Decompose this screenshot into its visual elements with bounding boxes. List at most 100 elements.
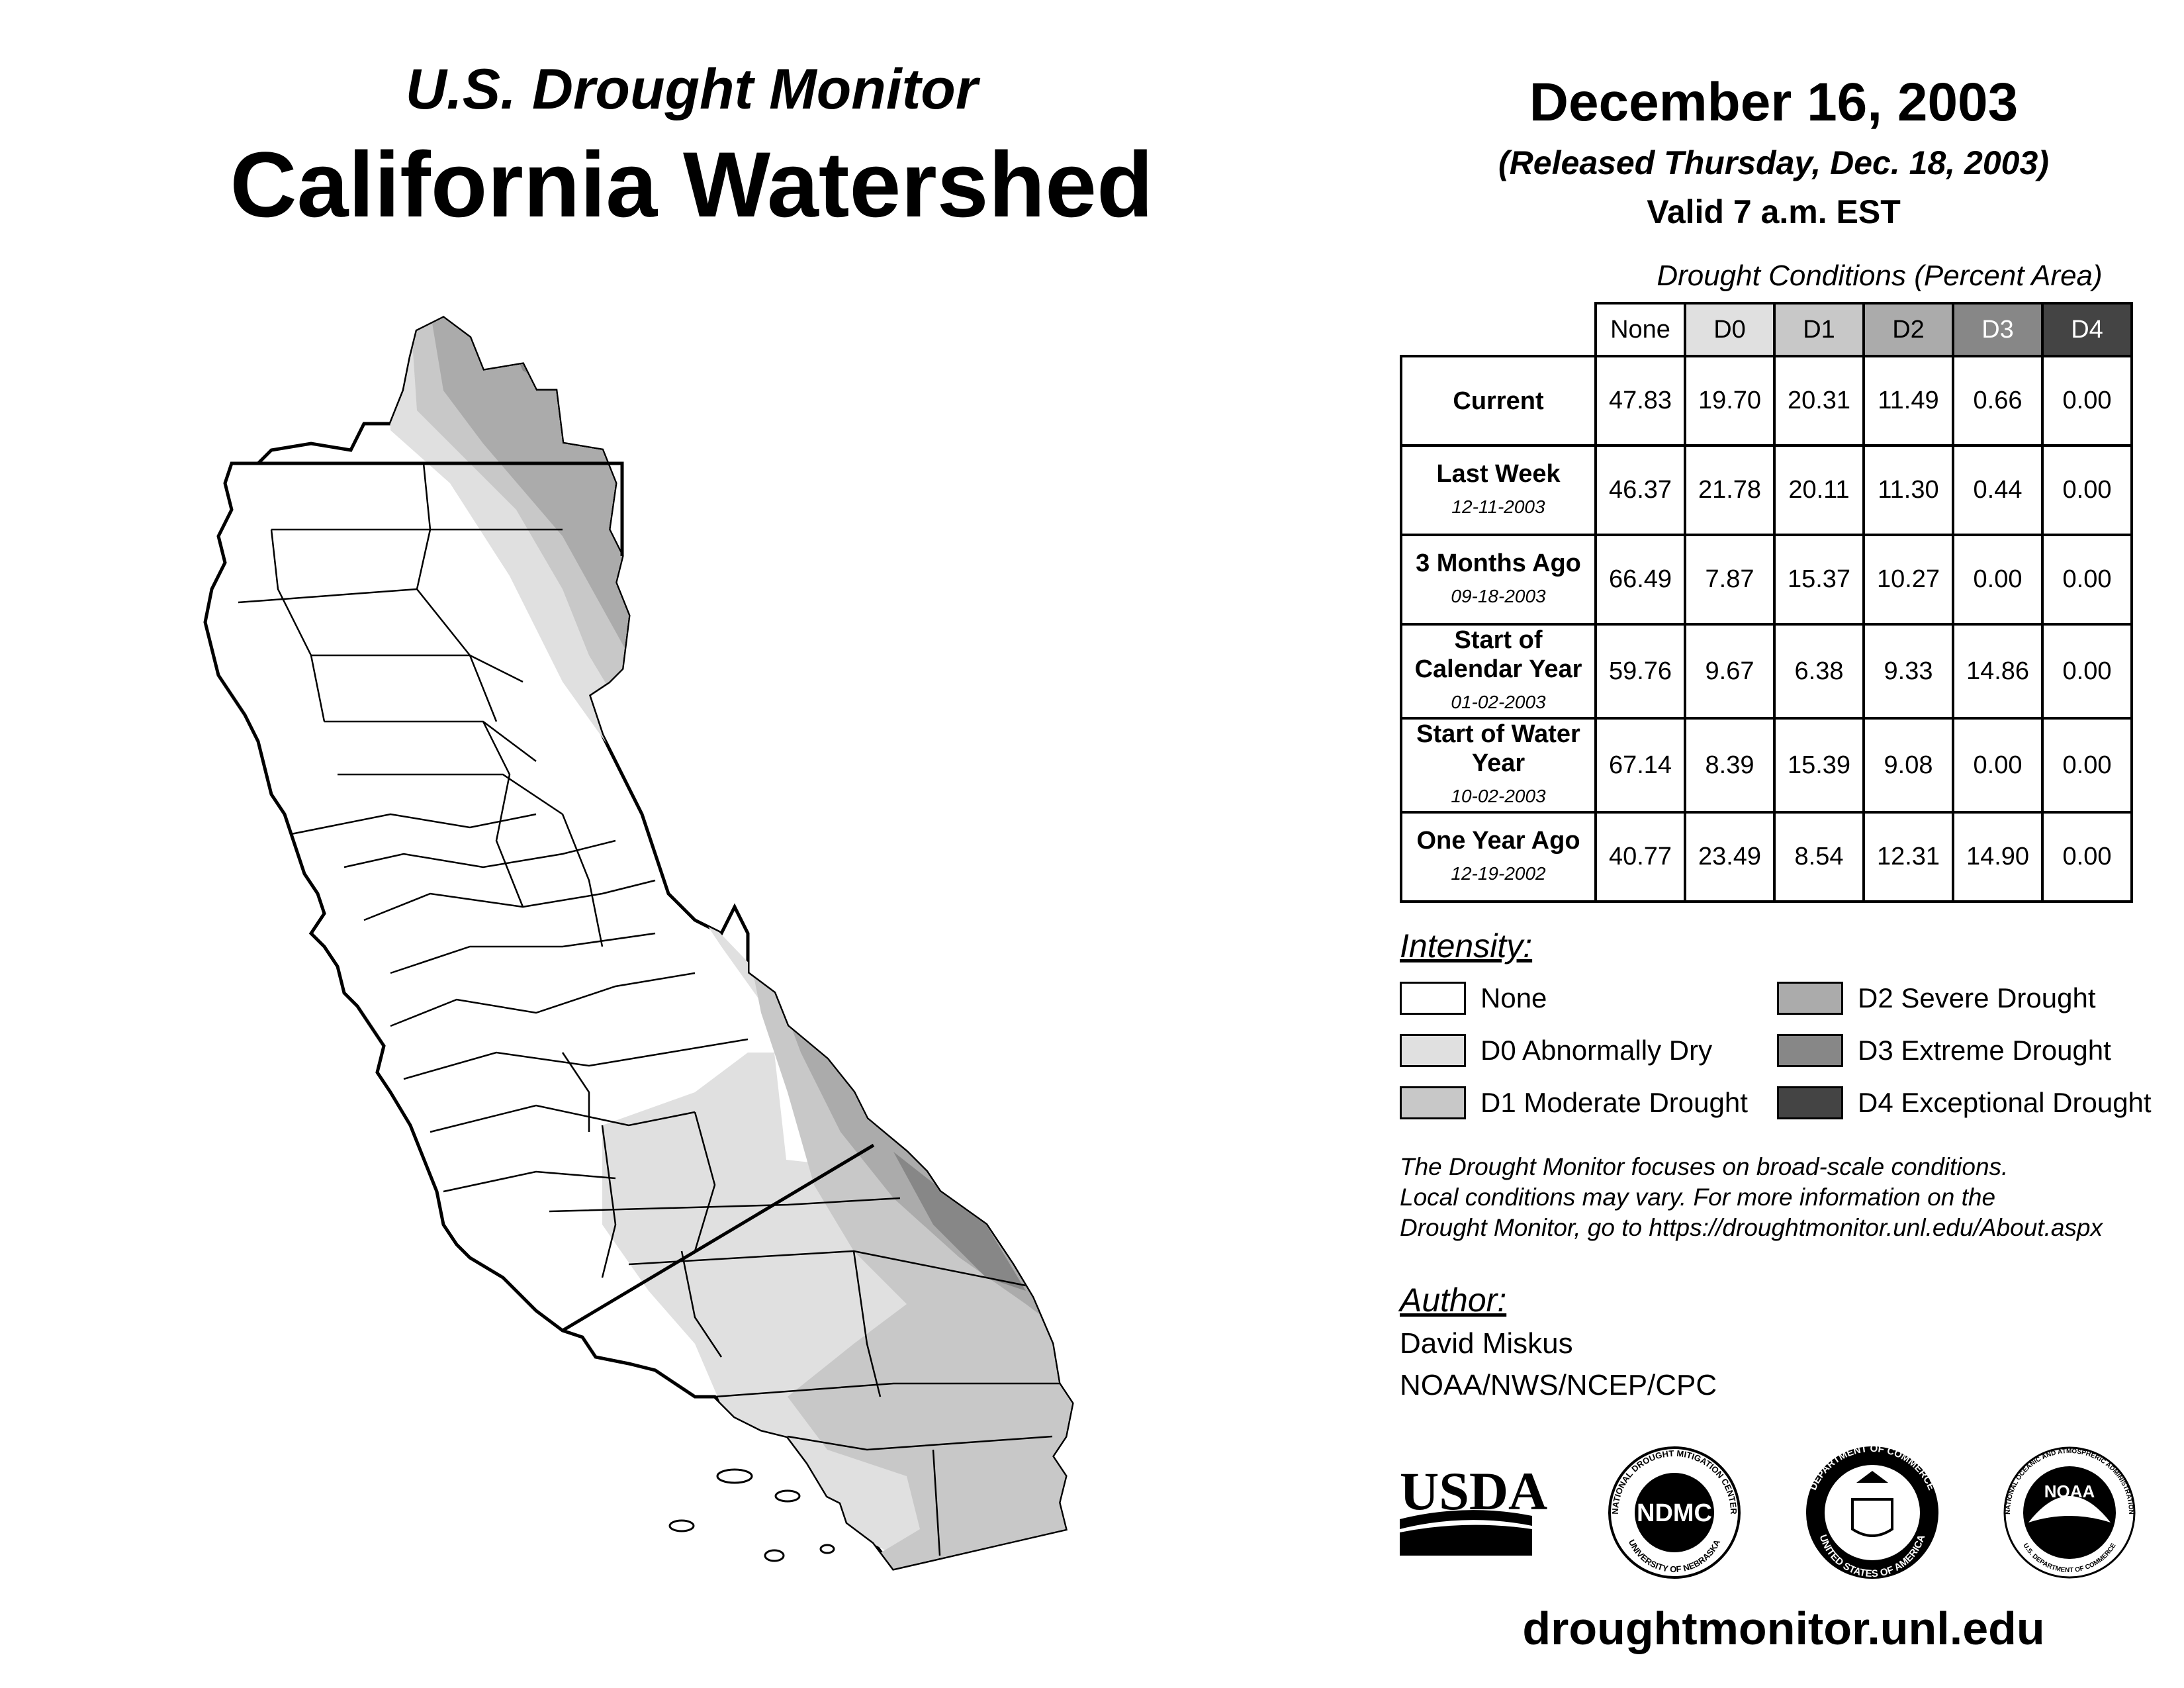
col-header-d3: D3 xyxy=(1952,302,2044,357)
row-name: Start of Calendar Year xyxy=(1414,626,1582,683)
row-name: Current xyxy=(1453,387,1544,415)
noaa-logo: NOAA NATIONAL OCEANIC AND ATMOSPHERIC AD… xyxy=(2003,1446,2136,1579)
channel-island xyxy=(668,1519,695,1532)
legend-swatch xyxy=(1400,1086,1466,1119)
map-date: December 16, 2003 xyxy=(1529,72,2019,132)
disclaimer-note: The Drought Monitor focuses on broad-sca… xyxy=(1400,1152,2181,1243)
legend-swatch xyxy=(1400,1034,1466,1067)
cell-d2: 11.49 xyxy=(1862,355,1954,447)
author-name: David Miskus xyxy=(1400,1327,1573,1360)
col-header-d0: D0 xyxy=(1684,302,1776,357)
row-date: 12-19-2002 xyxy=(1451,863,1546,884)
cell-d2: 9.08 xyxy=(1862,717,1954,814)
cell-none: 66.49 xyxy=(1594,534,1686,626)
row-label: Last Week 12-11-2003 xyxy=(1400,444,1597,536)
cell-d2: 12.31 xyxy=(1862,811,1954,903)
table-header-row: None D0 D1 D2 D3 D4 xyxy=(1401,302,2133,357)
channel-island xyxy=(716,1468,753,1484)
cell-d4: 0.00 xyxy=(2041,444,2133,536)
cell-d4: 0.00 xyxy=(2041,623,2133,720)
cell-d4: 0.00 xyxy=(2041,534,2133,626)
table-row: Last Week 12-11-2003 46.37 21.78 20.11 11… xyxy=(1400,444,2133,536)
legend-label: D0 Abnormally Dry xyxy=(1480,1035,1713,1066)
cell-d3: 14.86 xyxy=(1952,623,2044,720)
table-row: Start of Calendar Year 01-02-2003 59.76 9… xyxy=(1400,623,2133,720)
row-date: 09-18-2003 xyxy=(1451,585,1546,606)
row-date: 12-11-2003 xyxy=(1451,496,1545,517)
row-date: 01-02-2003 xyxy=(1451,692,1546,712)
channel-island xyxy=(774,1489,801,1503)
cell-d1: 15.39 xyxy=(1773,717,1865,814)
legend-title: Intensity: xyxy=(1400,927,1533,964)
cell-d3: 14.90 xyxy=(1952,811,2044,903)
cell-d0: 21.78 xyxy=(1684,444,1776,536)
cell-d1: 8.54 xyxy=(1773,811,1865,903)
note-line: The Drought Monitor focuses on broad-sca… xyxy=(1400,1153,2009,1180)
col-header-d4: D4 xyxy=(2041,302,2133,357)
author-organization: NOAA/NWS/NCEP/CPC xyxy=(1400,1369,1717,1401)
d0-area-central xyxy=(602,1053,854,1383)
table-row: 3 Months Ago 09-18-2003 66.49 7.87 15.37 … xyxy=(1400,534,2133,626)
ndmc-logo: NDMC NATIONAL DROUGHT MITIGATION CENTER … xyxy=(1608,1446,1741,1579)
cell-none: 46.37 xyxy=(1594,444,1686,536)
date-block: December 16, 2003 (Released Thursday, De… xyxy=(1390,70,2158,235)
col-header-d2: D2 xyxy=(1862,302,1954,357)
row-label: Start of Water Year 10-02-2003 xyxy=(1400,717,1597,814)
cell-d3: 0.00 xyxy=(1952,717,2044,814)
state-border xyxy=(258,461,875,1333)
row-name: 3 Months Ago xyxy=(1416,549,1581,577)
row-label: Start of Calendar Year 01-02-2003 xyxy=(1400,623,1597,720)
row-date: 10-02-2003 xyxy=(1451,786,1546,806)
legend-label: D3 Extreme Drought xyxy=(1858,1035,2111,1066)
cell-d0: 9.67 xyxy=(1684,623,1776,720)
legend-swatch xyxy=(1777,1034,1843,1067)
cell-none: 59.76 xyxy=(1594,623,1686,720)
cell-d1: 20.11 xyxy=(1773,444,1865,536)
noaa-text: NOAA xyxy=(2044,1481,2095,1501)
cell-d4: 0.00 xyxy=(2041,811,2133,903)
note-line: Local conditions may vary. For more info… xyxy=(1400,1184,1996,1211)
cell-d1: 15.37 xyxy=(1773,534,1865,626)
channel-island xyxy=(819,1544,835,1554)
cell-d0: 23.49 xyxy=(1684,811,1776,903)
legend-item-d2: D2 Severe Drought xyxy=(1777,982,2096,1015)
cell-d4: 0.00 xyxy=(2041,355,2133,447)
channel-island xyxy=(764,1549,785,1562)
cell-d1: 6.38 xyxy=(1773,623,1865,720)
cell-d3: 0.00 xyxy=(1952,534,2044,626)
legend-item-d0: D0 Abnormally Dry xyxy=(1400,1034,1712,1067)
row-name: One Year Ago xyxy=(1416,826,1580,855)
ndmc-text: NDMC xyxy=(1637,1499,1712,1527)
legend-swatch xyxy=(1777,982,1843,1015)
row-name: Last Week xyxy=(1436,459,1561,488)
cell-d3: 0.44 xyxy=(1952,444,2044,536)
cell-d3: 0.66 xyxy=(1952,355,2044,447)
table-row: Current 47.83 19.70 20.31 11.49 0.66 0.0… xyxy=(1400,355,2133,447)
col-header-none: None xyxy=(1594,302,1686,357)
legend-label: None xyxy=(1480,982,1547,1013)
cell-none: 47.83 xyxy=(1594,355,1686,447)
row-label: Current xyxy=(1400,355,1597,447)
valid-time: Valid 7 a.m. EST xyxy=(1647,193,1901,230)
map-subtitle: U.S. Drought Monitor xyxy=(405,58,978,121)
legend-item-d3: D3 Extreme Drought xyxy=(1777,1034,2111,1067)
cell-d4: 0.00 xyxy=(2041,717,2133,814)
legend-item-none: None xyxy=(1400,982,1547,1015)
cell-d1: 20.31 xyxy=(1773,355,1865,447)
california-watershed-map xyxy=(203,316,1074,1571)
cell-d0: 7.87 xyxy=(1684,534,1776,626)
title-block: U.S. Drought Monitor California Watershe… xyxy=(165,53,1218,241)
table-body: Current 47.83 19.70 20.31 11.49 0.66 0.0… xyxy=(1400,355,2133,903)
note-line: Drought Monitor, go to https://droughtmo… xyxy=(1400,1214,2103,1241)
table-caption: Drought Conditions (Percent Area) xyxy=(1657,259,2103,292)
author-heading: Author: xyxy=(1400,1282,1507,1319)
cell-none: 40.77 xyxy=(1594,811,1686,903)
table-corner xyxy=(1401,303,1597,357)
legend-label: D4 Exceptional Drought xyxy=(1858,1087,2152,1118)
cell-d0: 8.39 xyxy=(1684,717,1776,814)
col-header-d1: D1 xyxy=(1773,302,1865,357)
cell-d2: 9.33 xyxy=(1862,623,1954,720)
map-title: California Watershed xyxy=(230,132,1154,236)
website-url[interactable]: droughtmonitor.unl.edu xyxy=(1522,1603,2045,1654)
row-label: One Year Ago 12-19-2002 xyxy=(1400,811,1597,903)
